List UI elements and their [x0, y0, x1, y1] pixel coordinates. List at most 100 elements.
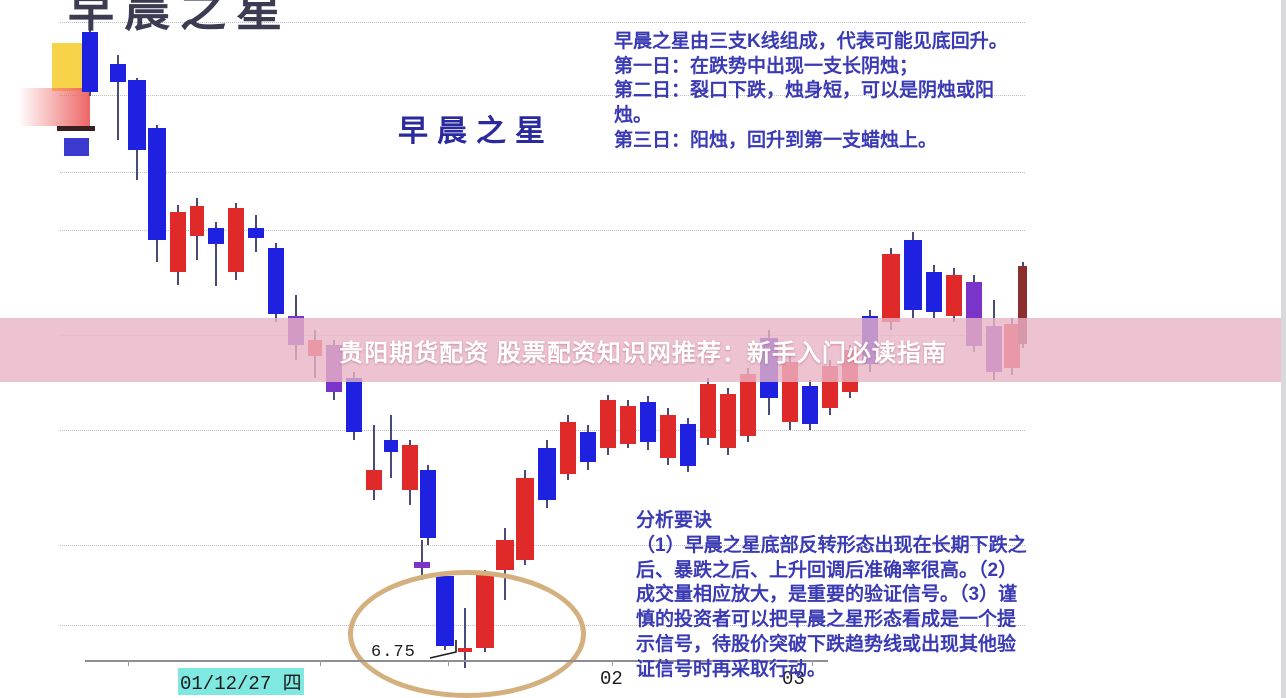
candlestick-body	[110, 64, 126, 82]
candlestick	[148, 125, 166, 262]
gridline	[60, 545, 1025, 546]
candlestick	[946, 268, 962, 322]
candlestick-body	[640, 402, 656, 442]
candlestick	[248, 215, 264, 252]
x-axis-tick	[320, 660, 321, 666]
candlestick	[268, 243, 284, 322]
candlestick	[346, 372, 362, 440]
gridline	[60, 95, 1025, 96]
candlestick-body	[580, 432, 596, 462]
candlestick	[904, 232, 922, 318]
candlestick-body	[700, 384, 716, 438]
bottom-annotation-heading: 分析要诀	[636, 510, 713, 532]
price-callout-label: 6.75	[371, 643, 416, 662]
candlestick	[170, 205, 186, 285]
candlestick-body	[660, 415, 676, 458]
candlestick-body	[926, 272, 942, 312]
candlestick-body	[170, 212, 186, 272]
gridline	[60, 22, 1025, 23]
candlestick-wick	[373, 425, 375, 500]
x-axis-tick	[448, 660, 449, 666]
candlestick-body	[268, 248, 284, 314]
x-axis-label-02: 02	[600, 668, 623, 690]
x-axis-tick	[612, 660, 613, 666]
candlestick	[1018, 262, 1027, 348]
candlestick-body	[128, 80, 146, 150]
candlestick	[882, 248, 900, 330]
candlestick-body	[420, 470, 436, 538]
candlestick-body	[496, 540, 514, 570]
x-axis-label-date: 01/12/27 四	[178, 668, 304, 695]
candlestick	[228, 203, 244, 280]
candlestick	[190, 198, 204, 260]
candlestick	[208, 222, 224, 286]
legend-artifact-bar	[57, 126, 95, 131]
candlestick-body	[802, 386, 818, 424]
candlestick-body	[516, 478, 534, 560]
x-axis-tick	[128, 660, 129, 666]
candlestick-body	[600, 400, 616, 448]
candlestick-body	[148, 128, 166, 240]
candlestick	[516, 470, 534, 565]
candlestick-body	[946, 275, 962, 316]
candlestick-body	[248, 228, 264, 238]
candlestick-wick	[421, 540, 423, 580]
candlestick	[740, 368, 756, 442]
candlestick	[414, 540, 430, 580]
candlestick	[640, 396, 656, 450]
watermark-banner	[0, 318, 1286, 382]
candlestick	[128, 78, 146, 180]
candlestick-body	[680, 424, 696, 466]
candlestick	[82, 30, 98, 96]
legend-artifact-red-gradient	[18, 88, 90, 126]
candlestick-body	[402, 445, 418, 490]
candlestick-body	[538, 448, 556, 500]
candlestick-body	[740, 374, 756, 436]
gridline	[60, 172, 1025, 173]
candlestick-body	[82, 32, 98, 92]
candlestick	[720, 388, 736, 455]
gridline	[60, 230, 1025, 231]
candlestick-wick	[117, 55, 119, 140]
image-edge-border	[1281, 0, 1286, 698]
candlestick-body	[904, 240, 922, 310]
candlestick	[802, 380, 818, 430]
candlestick-body	[346, 378, 362, 432]
chart-title: 早晨之星	[68, 0, 292, 36]
candlestick-body	[414, 562, 430, 568]
candlestick-body	[384, 440, 398, 452]
candlestick-wick	[215, 222, 217, 286]
candlestick-body	[228, 208, 244, 272]
morning-star-hand-label: 早晨之星	[398, 115, 554, 148]
candlestick	[700, 378, 716, 445]
candlestick	[402, 440, 418, 505]
x-axis-tick	[812, 660, 813, 666]
candlestick-body	[620, 406, 636, 444]
candlestick	[560, 415, 576, 480]
candlestick-body	[208, 228, 224, 244]
candlestick	[580, 425, 596, 470]
watermark-banner-text: 贵阳期货配资 股票配资知识网推荐：新手入门必读指南	[339, 339, 947, 367]
candlestick	[110, 55, 126, 140]
x-axis-label-03: 03	[782, 668, 805, 690]
candlestick	[496, 528, 514, 600]
candlestick-body	[882, 254, 900, 322]
candlestick-body	[190, 206, 204, 236]
candlestick	[926, 265, 942, 318]
bottom-annotation-body: （1）早晨之星底部反转形态出现在长期下跌之后、暴跌之后、上升回调后准确率很高。（…	[636, 535, 1027, 680]
top-annotation-note: 早晨之星由三支K线组成，代表可能见底回升。 第一日：在跌势中出现一支长阴烛； 第…	[614, 31, 1008, 151]
legend-artifact-blue-square	[64, 138, 89, 156]
gridline	[60, 430, 1025, 431]
candlestick-body	[720, 394, 736, 448]
price-callout-leader-line	[429, 640, 457, 659]
candlestick	[680, 418, 696, 472]
candlestick	[420, 465, 436, 545]
candlestick	[366, 425, 382, 500]
candlestick	[660, 408, 676, 465]
candlestick	[538, 440, 556, 508]
candlestick	[384, 415, 398, 478]
candlestick-body	[366, 470, 382, 490]
x-axis-tick	[700, 660, 701, 666]
candlestick-body	[560, 422, 576, 474]
